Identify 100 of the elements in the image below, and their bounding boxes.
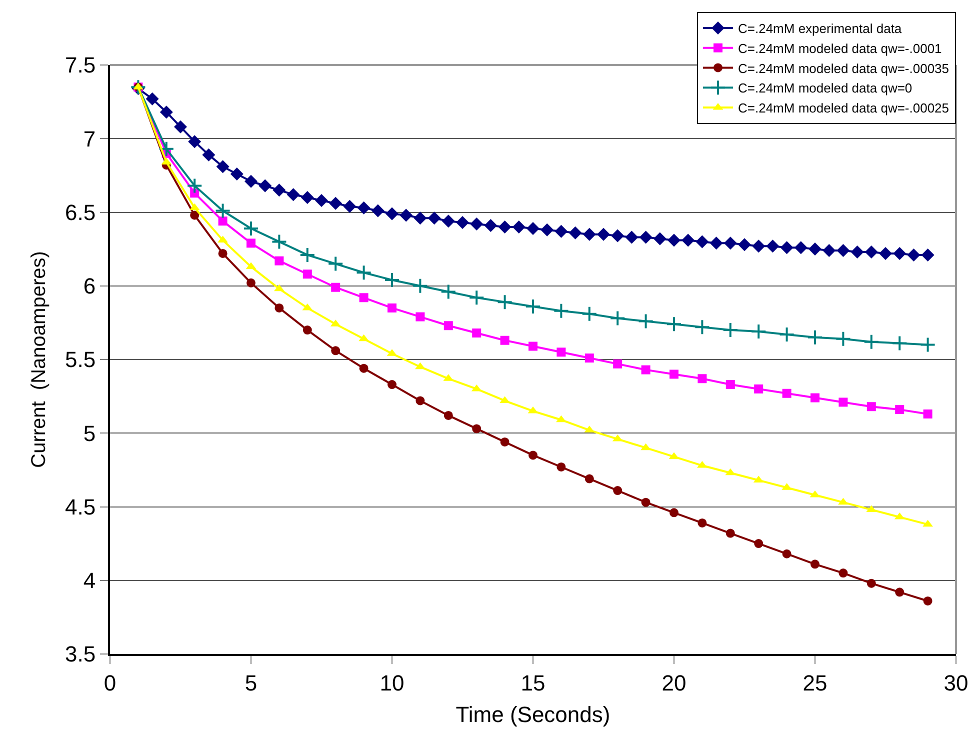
x-tick-label: 10	[380, 670, 404, 696]
point	[554, 224, 568, 238]
point	[895, 405, 904, 414]
point	[835, 330, 852, 347]
point	[218, 248, 228, 258]
point	[726, 380, 735, 390]
point	[850, 246, 864, 259]
point	[246, 238, 256, 248]
point	[866, 578, 876, 588]
point	[698, 374, 707, 384]
point	[752, 240, 766, 253]
point	[246, 278, 256, 288]
point	[754, 384, 764, 394]
point	[343, 200, 356, 213]
point	[808, 242, 822, 256]
x-axis-title: Time (Seconds)	[456, 702, 610, 727]
point	[584, 474, 594, 484]
point	[243, 220, 259, 236]
point	[160, 106, 173, 119]
point	[202, 148, 216, 162]
point	[920, 336, 936, 353]
x-tick-label: 5	[244, 670, 258, 696]
x-tick-label: 0	[104, 670, 116, 696]
point	[710, 236, 723, 250]
point	[722, 322, 738, 338]
point	[130, 79, 146, 96]
point	[754, 539, 764, 548]
point	[640, 443, 651, 450]
point	[895, 588, 904, 597]
point	[641, 498, 650, 507]
point	[556, 415, 566, 422]
point	[272, 184, 286, 197]
point	[415, 362, 426, 370]
y-tick-label: 3.5	[65, 642, 96, 667]
point	[864, 246, 878, 259]
point	[670, 370, 678, 379]
point	[540, 223, 554, 236]
y-tick-label: 7.5	[65, 52, 96, 78]
point	[444, 410, 453, 420]
point	[484, 219, 498, 232]
point	[359, 293, 368, 302]
point	[472, 328, 482, 338]
point	[300, 191, 314, 204]
point	[668, 234, 680, 247]
point	[158, 140, 174, 157]
point	[302, 270, 312, 279]
x-tick-label: 30	[944, 670, 968, 696]
point	[356, 264, 372, 281]
point	[359, 364, 368, 373]
point	[388, 303, 396, 312]
point	[866, 402, 876, 412]
y-tick-label: 4	[83, 568, 96, 594]
point	[698, 518, 707, 528]
point	[726, 528, 735, 538]
point	[778, 326, 795, 342]
point	[188, 135, 202, 148]
point	[190, 210, 200, 220]
legend-label: C=.24mM modeled data qw=-.00025	[738, 100, 950, 116]
x-tick-label: 15	[520, 670, 546, 696]
point	[556, 348, 566, 357]
point	[782, 388, 792, 398]
x-tick-label: 25	[802, 670, 828, 696]
point	[329, 196, 342, 210]
point	[750, 324, 767, 340]
point	[641, 365, 650, 374]
point	[863, 334, 880, 350]
point	[146, 92, 159, 106]
point	[468, 290, 485, 306]
point	[244, 174, 258, 188]
x-tick-label: 20	[662, 670, 686, 696]
point	[400, 208, 413, 222]
point	[892, 335, 908, 352]
point	[500, 437, 510, 446]
point	[456, 216, 469, 230]
point	[214, 202, 231, 219]
point	[371, 204, 384, 218]
point	[584, 354, 594, 363]
point	[625, 230, 638, 244]
point	[766, 240, 780, 253]
point	[782, 549, 792, 558]
point	[315, 194, 328, 207]
point	[500, 336, 510, 345]
point	[496, 294, 513, 310]
point	[638, 313, 654, 330]
point	[581, 306, 598, 322]
point	[331, 282, 340, 292]
y-tick-label: 5.5	[65, 347, 96, 372]
point	[357, 201, 370, 214]
point	[568, 226, 582, 240]
point	[286, 188, 300, 202]
point	[807, 329, 823, 346]
point	[613, 486, 622, 496]
point	[696, 235, 709, 248]
point	[724, 236, 737, 250]
point	[186, 178, 203, 194]
point	[653, 232, 666, 246]
point	[838, 398, 848, 407]
point	[794, 241, 808, 254]
point	[412, 278, 428, 294]
point	[738, 238, 751, 252]
